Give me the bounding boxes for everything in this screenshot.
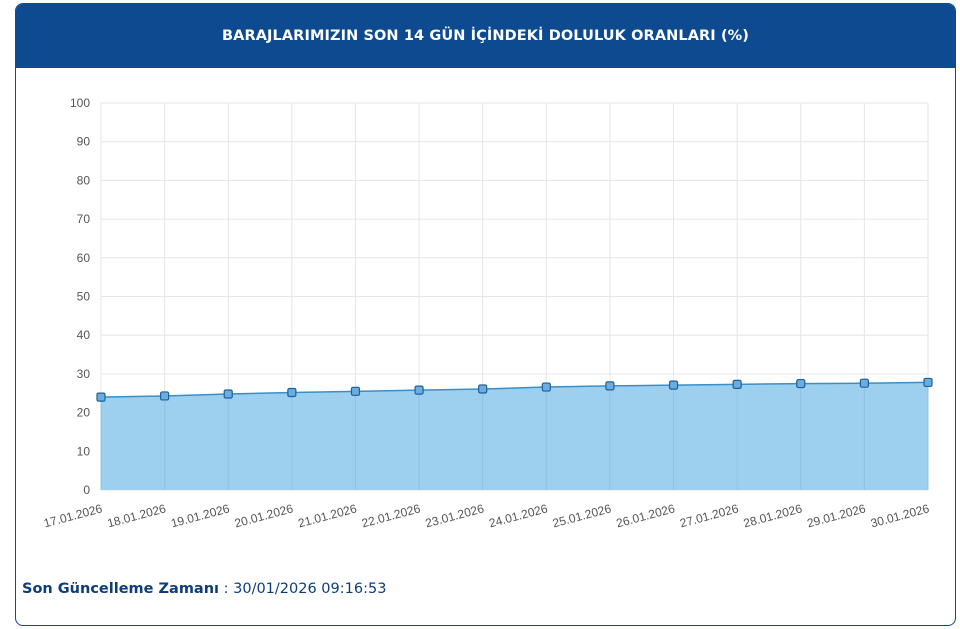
chart-header: BARAJLARIMIZIN SON 14 GÜN İÇİNDEKİ DOLUL… [16, 4, 955, 68]
last-update: Son Güncelleme Zamanı : 30/01/2026 09:16… [22, 581, 386, 597]
y-tick-label: 0 [83, 483, 90, 497]
last-update-value: 30/01/2026 09:16:53 [233, 581, 387, 597]
x-tick-label: 28.01.2026 [742, 501, 804, 530]
data-point [668, 380, 679, 390]
y-tick-label: 80 [77, 173, 91, 187]
y-tick-label: 30 [77, 367, 91, 381]
x-tick-label: 25.01.2026 [551, 501, 613, 530]
series-area [101, 382, 928, 490]
x-tick-label: 26.01.2026 [615, 501, 677, 530]
x-tick-label: 17.01.2026 [42, 501, 104, 530]
x-tick-label: 19.01.2026 [169, 501, 231, 530]
x-tick-label: 23.01.2026 [424, 501, 486, 530]
y-tick-label: 40 [77, 328, 91, 342]
x-tick-label: 29.01.2026 [806, 501, 868, 530]
data-point [96, 392, 106, 402]
y-tick-label: 10 [77, 444, 91, 458]
data-point [732, 379, 742, 389]
x-tick-label: 27.01.2026 [678, 501, 740, 530]
data-point [287, 387, 297, 398]
series-line [100, 381, 929, 398]
data-point [160, 391, 170, 401]
data-point [796, 378, 806, 389]
x-tick-label: 30.01.2026 [869, 501, 931, 530]
chart-card: BARAJLARIMIZIN SON 14 GÜN İÇİNDEKİ DOLUL… [15, 3, 956, 626]
last-update-separator: : [219, 581, 234, 597]
chart-area: 0 10 20 30 40 50 60 70 80 90 100 17.01.2026 18.01.20… [16, 68, 955, 548]
chart-title: BARAJLARIMIZIN SON 14 GÜN İÇİNDEKİ DOLUL… [221, 28, 750, 44]
y-tick-label: 100 [70, 96, 90, 110]
x-tick-label: 20.01.2026 [233, 501, 295, 530]
y-tick-label: 50 [77, 290, 91, 304]
x-tick-label: 22.01.2026 [360, 501, 422, 530]
y-tick-label: 20 [77, 406, 91, 420]
data-point [541, 382, 551, 392]
x-tick-label: 21.01.2026 [297, 501, 359, 530]
data-point [605, 381, 615, 391]
x-tick-label: 24.01.2026 [487, 501, 549, 530]
y-tick-label: 60 [77, 251, 91, 265]
y-tick-label: 90 [77, 135, 91, 149]
x-tick-label: 18.01.2026 [106, 501, 168, 530]
data-point [478, 384, 488, 394]
last-update-label: Son Güncelleme Zamanı [22, 581, 220, 597]
data-point [223, 389, 233, 399]
y-tick-label: 70 [77, 212, 91, 226]
data-point [350, 386, 361, 396]
dam-fill-chart: 0 10 20 30 40 50 60 70 80 90 100 17.01.2026 18.01.20… [42, 96, 933, 530]
data-point [414, 385, 424, 395]
data-point [923, 377, 933, 388]
data-point [859, 378, 869, 388]
